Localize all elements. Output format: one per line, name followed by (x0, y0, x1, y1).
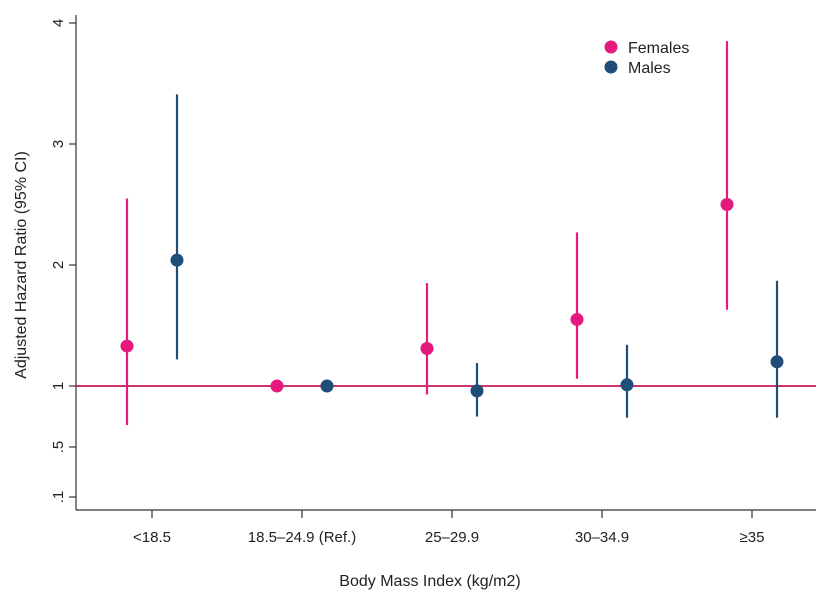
y-tick-label-0: .1 (50, 491, 67, 504)
y-tick-label-2: 1 (50, 382, 67, 390)
females-point-4 (720, 198, 734, 211)
y-tick-label-4: 3 (50, 140, 67, 148)
females-legend-label: Females (628, 40, 689, 57)
x-axis: <18.5 18.5–24.9 (Ref.) 25–29.9 30–34.9 ≥35 (76, 509, 816, 546)
y-axis-title: Adjusted Hazard Ratio (95% CI) (13, 151, 30, 379)
x-tick-label-4: ≥35 (740, 529, 765, 546)
x-tick-label-1: 18.5–24.9 (Ref.) (248, 529, 356, 546)
males-point-4 (770, 355, 784, 369)
y-tick-label-5: 4 (50, 19, 67, 27)
x-tick-label-0: <18.5 (133, 529, 171, 546)
females-legend-marker (604, 40, 618, 54)
males-legend-marker (604, 60, 618, 74)
y-axis: .1 .5 1 2 3 4 (50, 15, 77, 510)
x-tick-label-3: 30–34.9 (575, 529, 629, 546)
females-point-2 (420, 341, 434, 355)
females-point-3 (570, 312, 584, 326)
males-point-1 (320, 379, 334, 393)
x-tick-label-2: 25–29.9 (425, 529, 479, 546)
males-point-0 (170, 253, 184, 267)
females-point-1 (270, 379, 284, 393)
y-tick-label-1: .5 (50, 441, 67, 454)
males-legend-label: Males (628, 60, 671, 77)
legend: Females Males (604, 40, 689, 77)
females-point-0 (120, 339, 134, 353)
males-point-2 (470, 384, 484, 398)
y-tick-label-3: 2 (50, 261, 67, 269)
males-point-3 (620, 378, 634, 392)
x-axis-title: Body Mass Index (kg/m2) (339, 573, 520, 590)
data-marks (120, 41, 784, 426)
